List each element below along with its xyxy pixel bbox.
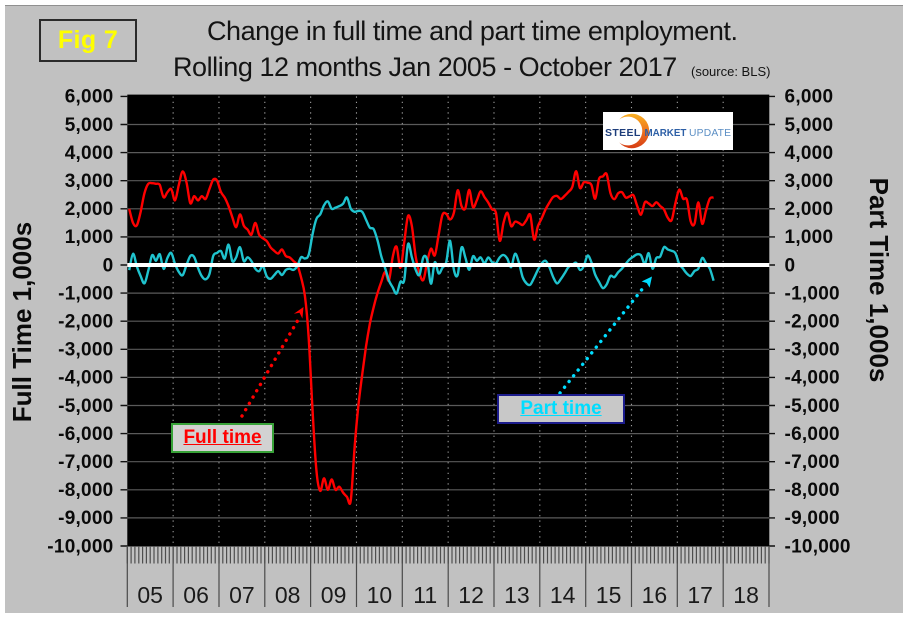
svg-text:05: 05 — [137, 582, 163, 608]
svg-text:-3,000: -3,000 — [58, 340, 113, 361]
svg-text:15: 15 — [596, 582, 622, 608]
svg-text:-2,000: -2,000 — [785, 312, 840, 333]
svg-text:3,000: 3,000 — [785, 171, 834, 192]
svg-text:-9,000: -9,000 — [58, 508, 113, 529]
svg-text:6,000: 6,000 — [785, 87, 834, 108]
svg-text:09: 09 — [321, 582, 347, 608]
svg-text:6,000: 6,000 — [65, 87, 114, 108]
svg-text:5,000: 5,000 — [785, 115, 834, 136]
svg-text:13: 13 — [504, 582, 530, 608]
svg-text:2,000: 2,000 — [65, 199, 114, 220]
svg-text:11: 11 — [413, 582, 437, 608]
svg-text:-4,000: -4,000 — [785, 368, 840, 389]
svg-text:-7,000: -7,000 — [58, 452, 113, 473]
svg-text:16: 16 — [642, 582, 668, 608]
svg-text:06: 06 — [183, 582, 209, 608]
svg-text:5,000: 5,000 — [65, 115, 114, 136]
svg-text:14: 14 — [550, 582, 576, 608]
svg-text:17: 17 — [687, 582, 713, 608]
svg-text:18: 18 — [733, 582, 759, 608]
svg-text:07: 07 — [229, 582, 255, 608]
svg-text:1,000: 1,000 — [785, 227, 834, 248]
svg-text:-1,000: -1,000 — [58, 283, 113, 304]
svg-text:Part Time 1,000s: Part Time 1,000s — [864, 178, 894, 383]
svg-text:08: 08 — [275, 582, 301, 608]
svg-text:-7,000: -7,000 — [785, 452, 840, 473]
svg-text:12: 12 — [458, 582, 484, 608]
svg-text:MARKET: MARKET — [645, 128, 687, 139]
svg-text:4,000: 4,000 — [65, 143, 114, 164]
svg-text:-5,000: -5,000 — [58, 396, 113, 417]
svg-text:-3,000: -3,000 — [785, 340, 840, 361]
svg-text:-8,000: -8,000 — [785, 480, 840, 501]
svg-text:-6,000: -6,000 — [785, 424, 840, 445]
svg-text:-10,000: -10,000 — [47, 536, 113, 557]
svg-text:3,000: 3,000 — [65, 171, 114, 192]
svg-text:0: 0 — [103, 255, 114, 276]
svg-text:UPDATE: UPDATE — [689, 128, 731, 139]
svg-text:-5,000: -5,000 — [785, 396, 840, 417]
svg-text:STEEL: STEEL — [605, 127, 641, 139]
svg-text:-2,000: -2,000 — [58, 312, 113, 333]
svg-text:-1,000: -1,000 — [785, 283, 840, 304]
svg-text:-4,000: -4,000 — [58, 368, 113, 389]
svg-text:0: 0 — [785, 255, 796, 276]
svg-text:Full Time 1,000s: Full Time 1,000s — [7, 222, 37, 422]
svg-text:-6,000: -6,000 — [58, 424, 113, 445]
svg-text:-10,000: -10,000 — [785, 536, 851, 557]
svg-text:2,000: 2,000 — [785, 199, 834, 220]
svg-text:10: 10 — [367, 582, 393, 608]
svg-text:-8,000: -8,000 — [58, 480, 113, 501]
svg-text:-9,000: -9,000 — [785, 508, 840, 529]
svg-text:4,000: 4,000 — [785, 143, 834, 164]
svg-text:1,000: 1,000 — [65, 227, 114, 248]
